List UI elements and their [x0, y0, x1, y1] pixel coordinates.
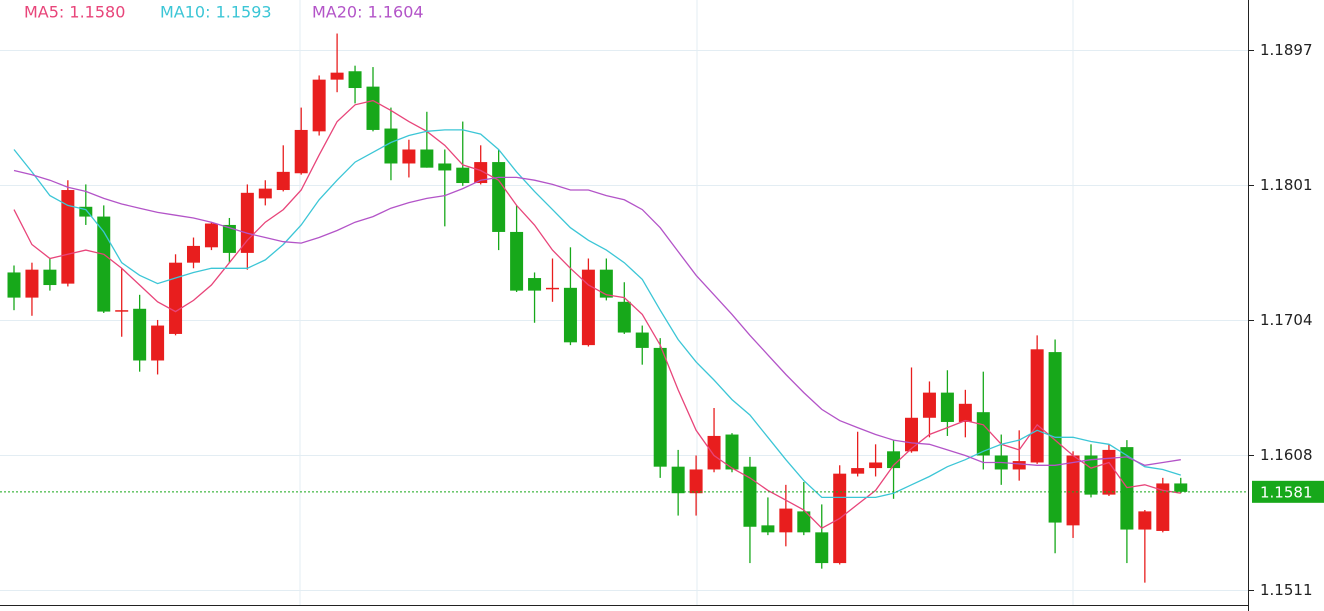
candle-body [689, 469, 703, 494]
candle-body [958, 403, 972, 422]
candle-body [1066, 455, 1080, 526]
candle-body [438, 163, 452, 171]
last-price-label: 1.1581 [1260, 483, 1313, 501]
candle-body [294, 129, 308, 174]
candle-body [456, 167, 470, 184]
candle-body [617, 301, 631, 333]
candle-body [25, 269, 39, 298]
candle-body [851, 468, 865, 474]
candle-body [1174, 483, 1188, 492]
plot-area [0, 33, 1248, 583]
candle-body [743, 466, 757, 527]
candle-body [97, 216, 111, 312]
y-tick-label: 1.1704 [1260, 311, 1313, 329]
candle-body [563, 287, 577, 343]
y-tick-label: 1.1897 [1260, 41, 1313, 59]
candle-body [922, 392, 936, 418]
candle-body [222, 224, 236, 253]
candle-body [815, 532, 829, 564]
candle-body [725, 434, 739, 470]
candle-body [474, 162, 488, 184]
candle-body [276, 171, 290, 191]
candle-body [653, 347, 667, 467]
candle-body [635, 332, 649, 348]
candle-body [528, 278, 542, 291]
candle-body [312, 79, 326, 132]
candle-body [1012, 461, 1026, 470]
candle-body [761, 525, 775, 533]
candle-body [384, 128, 398, 164]
candle-body [151, 325, 165, 361]
candle-body [402, 149, 416, 164]
candle-body [43, 269, 57, 286]
candle-body [1120, 447, 1134, 530]
candle-body [169, 262, 183, 334]
candle-body [887, 451, 901, 469]
candle-body [581, 269, 595, 346]
ma-line [13, 99, 1181, 530]
candle-body [940, 392, 954, 422]
candle-body [797, 511, 811, 533]
y-tick-label: 1.1608 [1260, 446, 1313, 464]
candle-body [976, 412, 990, 456]
candle-body [420, 149, 434, 168]
candle-body [779, 508, 793, 533]
candle-body [1138, 511, 1152, 530]
candle-body [61, 190, 75, 284]
ma-line [13, 129, 1181, 499]
legend: MA5: 1.1580 MA10: 1.1593 MA20: 1.1604 [24, 3, 424, 22]
candle-body [546, 287, 559, 290]
candle-body [905, 417, 918, 452]
candle-body [1084, 455, 1098, 495]
last-price-box [1252, 480, 1324, 503]
legend-entry: MA10: 1.1593 [160, 3, 272, 22]
candle-body [348, 71, 362, 89]
candle-body [671, 466, 685, 494]
candle-body [79, 206, 93, 217]
candle-body [707, 435, 721, 470]
candle-body [1030, 349, 1044, 463]
candle-body [115, 310, 129, 312]
candle-body [330, 72, 344, 80]
y-tick-label: 1.1511 [1260, 581, 1313, 599]
candle-body [510, 231, 524, 291]
y-tick-label: 1.1801 [1260, 176, 1313, 194]
candle-body [7, 272, 21, 298]
legend-entry: MA20: 1.1604 [312, 3, 424, 22]
candle-body [492, 162, 506, 232]
candle-body [204, 223, 218, 248]
candle-body [240, 192, 254, 253]
price-axis: 1.1511 1.1608 1.1704 1.1801 1.1897 1.1581 [1248, 41, 1324, 599]
candle-body [258, 188, 272, 199]
candle-body [869, 462, 883, 469]
ma-line [13, 169, 1181, 466]
candle-body [187, 245, 200, 263]
candle-body [366, 86, 380, 130]
candle-body [1102, 449, 1116, 495]
legend-entry: MA5: 1.1580 [24, 3, 125, 22]
candle-body [1156, 483, 1170, 531]
candle-body [133, 308, 147, 361]
candle-body [599, 269, 613, 298]
